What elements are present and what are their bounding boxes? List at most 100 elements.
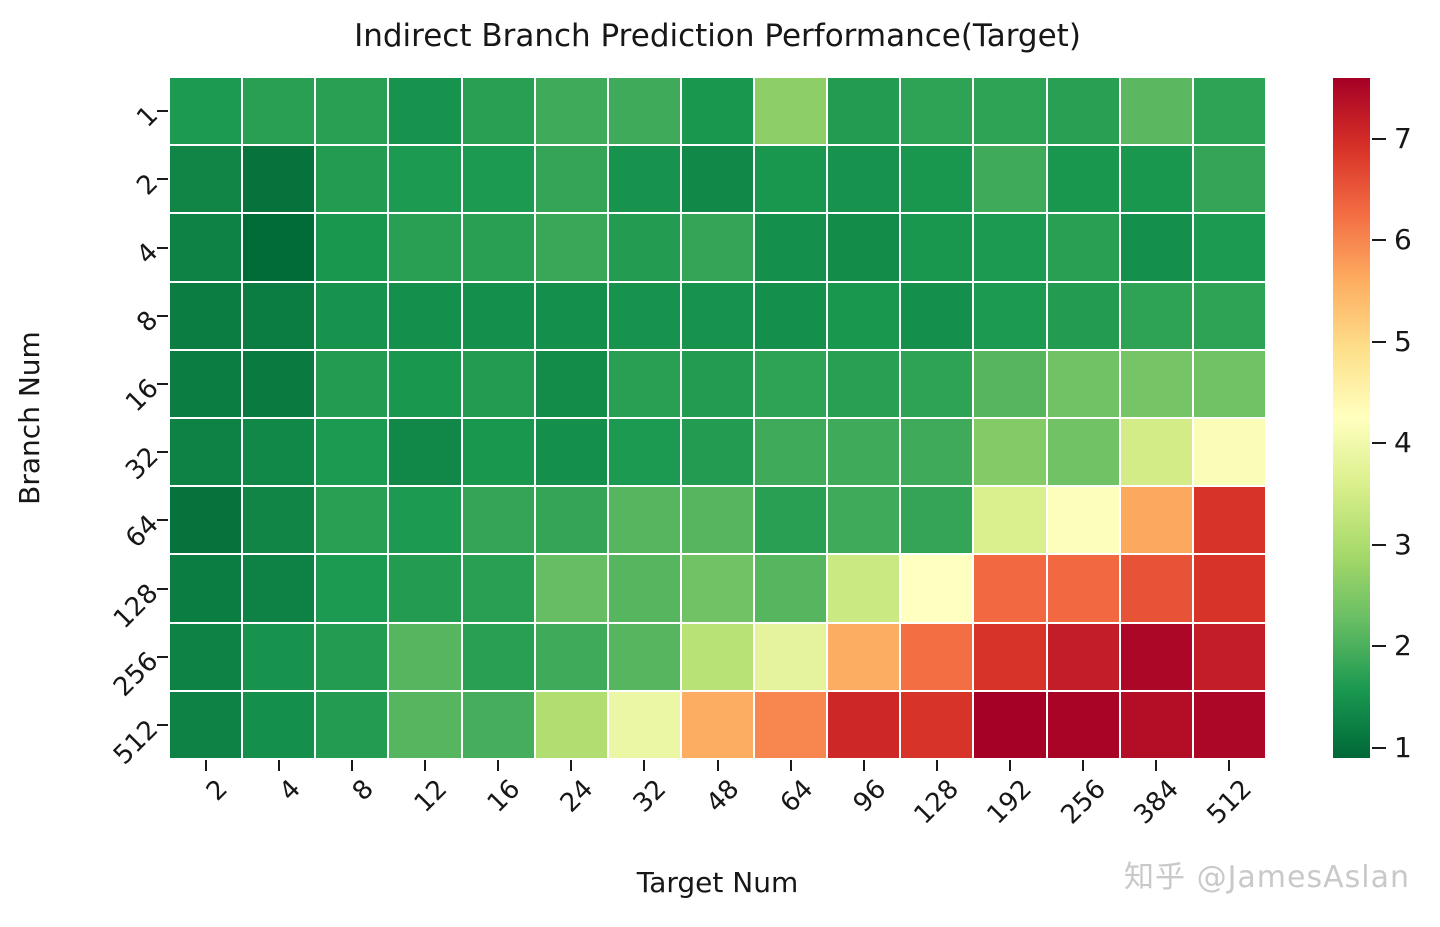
heatmap-cell (389, 146, 461, 213)
heatmap-cell (901, 146, 973, 213)
heatmap-cell (1193, 487, 1265, 554)
heatmap-cell (1193, 282, 1265, 349)
heatmap-cell (974, 487, 1046, 554)
heatmap-cell (828, 555, 900, 622)
heatmap-cell (1120, 282, 1192, 349)
heatmap-cell (755, 282, 827, 349)
heatmap-cell (170, 214, 242, 281)
colorbar-gradient (1333, 78, 1370, 758)
heatmap-cell (535, 555, 607, 622)
heatmap-cell (535, 78, 607, 145)
heatmap-cell (316, 691, 388, 758)
y-axis-label: Branch Num (13, 331, 46, 505)
heatmap-cell (316, 282, 388, 349)
colorbar-tick (1372, 239, 1386, 242)
heatmap-cell (1120, 214, 1192, 281)
heatmap-cell (608, 78, 680, 145)
heatmap-cell (1193, 350, 1265, 417)
heatmap-cell (170, 487, 242, 554)
heatmap-cell (1120, 487, 1192, 554)
x-tick-label: 96 (847, 774, 893, 819)
heatmap-cell (755, 214, 827, 281)
heatmap-cell (974, 282, 1046, 349)
x-tick-label: 256 (1055, 774, 1112, 831)
heatmap-cell (316, 623, 388, 690)
x-axis-tick (497, 760, 500, 771)
x-axis-tick (1082, 760, 1085, 771)
heatmap-cell (243, 78, 315, 145)
heatmap-cell (681, 350, 754, 417)
x-axis-tick (1155, 760, 1158, 771)
x-tick-label: 32 (628, 774, 673, 819)
x-tick-label: 2 (200, 774, 234, 807)
heatmap-cell (535, 487, 607, 554)
heatmap-cell (681, 418, 754, 486)
x-axis-tick (424, 760, 426, 771)
heatmap-cell (755, 78, 827, 145)
heatmap-cell (1120, 146, 1192, 213)
heatmap-cell (462, 350, 534, 417)
heatmap-cell (1193, 623, 1265, 690)
x-axis-tick (1009, 760, 1011, 771)
heatmap-cell (1193, 418, 1265, 486)
y-tick-label: 512 (108, 714, 165, 771)
heatmap-cell (462, 214, 534, 281)
heatmap-cell (828, 78, 900, 145)
colorbar-tick-label: 4 (1394, 426, 1412, 460)
colorbar-tick-label: 1 (1394, 730, 1412, 764)
heatmap-cell (755, 146, 827, 213)
heatmap-cell (170, 78, 242, 145)
heatmap-cell (316, 78, 388, 145)
heatmap-cell (1047, 555, 1119, 622)
heatmap-cell (243, 146, 315, 213)
heatmap-cell (462, 78, 534, 145)
heatmap-cell (901, 214, 973, 281)
heatmap-cell (1047, 487, 1119, 554)
heatmap-cell (681, 487, 754, 554)
heatmap-cell (608, 214, 680, 281)
heatmap-cell (828, 487, 900, 554)
heatmap-cell (1193, 555, 1265, 622)
heatmap-cell (316, 418, 388, 486)
y-axis-tick (157, 246, 168, 249)
x-tick-label: 24 (554, 774, 600, 819)
heatmap-cell (1193, 214, 1265, 281)
heatmap-cell (681, 555, 754, 622)
heatmap-cell (681, 623, 754, 690)
heatmap-cell (901, 282, 973, 349)
colorbar-tick-label: 7 (1394, 121, 1412, 155)
heatmap-cell (974, 146, 1046, 213)
heatmap-cell (608, 350, 680, 417)
heatmap-cell (755, 623, 827, 690)
heatmap-cell (608, 487, 680, 554)
heatmap-cell (1047, 282, 1119, 349)
heatmap-cell (901, 623, 973, 690)
heatmap-cell (1047, 350, 1119, 417)
heatmap-cell (608, 146, 680, 213)
heatmap-cell (243, 691, 315, 758)
heatmap-cell (828, 282, 900, 349)
heatmap-cell (1120, 555, 1192, 622)
heatmap-cell (170, 350, 242, 417)
x-axis-tick (862, 760, 865, 771)
heatmap-cell (828, 418, 900, 486)
colorbar-tick (1372, 340, 1386, 343)
colorbar-tick (1372, 442, 1386, 445)
x-axis-tick (643, 760, 646, 771)
heatmap-cell (535, 691, 607, 758)
heatmap-cell (316, 555, 388, 622)
heatmap-cell (170, 282, 242, 349)
colorbar-tick (1372, 645, 1386, 648)
x-axis-tick (1228, 760, 1231, 771)
x-tick-label: 512 (1201, 774, 1258, 831)
heatmap-cell (389, 623, 461, 690)
heatmap-cell (828, 623, 900, 690)
x-tick-label: 48 (701, 774, 746, 819)
y-axis-tick (157, 451, 168, 454)
heatmap-cell (974, 78, 1046, 145)
heatmap-cell (389, 691, 461, 758)
x-tick-label: 12 (408, 774, 454, 819)
heatmap-cell (243, 418, 315, 486)
heatmap-cell (974, 214, 1046, 281)
heatmap-cell (1120, 78, 1192, 145)
